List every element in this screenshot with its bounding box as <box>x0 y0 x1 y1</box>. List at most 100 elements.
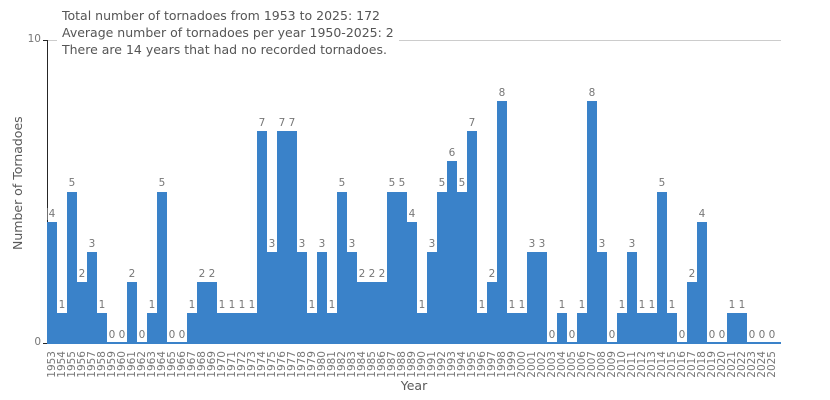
bar-value-label: 3 <box>527 238 537 251</box>
bar-value-label: 2 <box>77 268 87 281</box>
bar-2007 <box>587 100 597 343</box>
bar-2001 <box>527 252 537 343</box>
annotation-zero-years: There are 14 years that had no recorded … <box>62 42 387 57</box>
bar-1955 <box>67 191 77 343</box>
bar-value-label: 5 <box>397 177 407 190</box>
bar-1978 <box>297 252 307 343</box>
bar-1988 <box>397 191 407 343</box>
bar-value-label: 1 <box>647 298 657 311</box>
bar-1981 <box>327 312 337 343</box>
bar-value-label: 0 <box>547 328 557 341</box>
bar-1958 <box>97 312 107 343</box>
bar-1953 <box>47 221 57 343</box>
bar-value-label: 2 <box>487 268 497 281</box>
bar-1954 <box>57 312 67 343</box>
bar-value-label: 8 <box>497 86 507 99</box>
bar-1956 <box>77 282 87 343</box>
y-tick-mark <box>43 343 47 344</box>
y-tick-label: 0 <box>34 336 41 348</box>
bar-1969 <box>207 282 217 343</box>
bar-value-label: 2 <box>127 268 137 281</box>
bar-value-label: 1 <box>727 298 737 311</box>
bar-1964 <box>157 191 167 343</box>
bar-value-label: 0 <box>767 328 777 341</box>
bar-value-label: 2 <box>357 268 367 281</box>
bar-value-label: 7 <box>287 116 297 129</box>
bar-2015 <box>667 312 677 343</box>
bar-value-label: 1 <box>667 298 677 311</box>
bar-value-label: 0 <box>107 328 117 341</box>
bar-value-label: 3 <box>597 238 607 251</box>
bar-1990 <box>417 312 427 343</box>
plot-area: 4 1953 1 1954 5 1955 2 1956 3 1957 1 1958 0 1959 0 1960… <box>46 40 781 378</box>
bar-value-label: 0 <box>607 328 617 341</box>
bar-value-label: 3 <box>347 238 357 251</box>
bar-1998 <box>497 100 507 343</box>
bar-value-label: 3 <box>267 238 277 251</box>
bar-2006 <box>577 312 587 343</box>
bar-value-label: 1 <box>57 298 67 311</box>
y-axis-spine <box>47 40 48 343</box>
bar-1971 <box>227 312 237 343</box>
bar-value-label: 5 <box>387 177 397 190</box>
bar-1996 <box>477 312 487 343</box>
x-axis-title: Year <box>400 378 428 393</box>
bar-value-label: 1 <box>577 298 587 311</box>
bar-1989 <box>407 221 417 343</box>
top-gridline <box>47 40 781 41</box>
bar-2017 <box>687 282 697 343</box>
bar-value-label: 4 <box>47 207 57 220</box>
bar-1974 <box>257 130 267 343</box>
bar-value-label: 2 <box>367 268 377 281</box>
annotation-total: Total number of tornadoes from 1953 to 2… <box>62 8 380 23</box>
bar-value-label: 0 <box>757 328 767 341</box>
bar-value-label: 3 <box>427 238 437 251</box>
bar-2008 <box>597 252 607 343</box>
bar-value-label: 1 <box>227 298 237 311</box>
bar-1982 <box>337 191 347 343</box>
bar-2018 <box>697 221 707 343</box>
bar-value-label: 0 <box>747 328 757 341</box>
bar-value-label: 1 <box>417 298 427 311</box>
bar-2014 <box>657 191 667 343</box>
bar-1979 <box>307 312 317 343</box>
bar-value-label: 1 <box>187 298 197 311</box>
bar-value-label: 0 <box>177 328 187 341</box>
bar-1977 <box>287 130 297 343</box>
bar-value-label: 5 <box>457 177 467 190</box>
bar-1957 <box>87 252 97 343</box>
bar-2012 <box>637 312 647 343</box>
bar-1993 <box>447 161 457 343</box>
annotation-average: Average number of tornadoes per year 195… <box>62 25 394 40</box>
bar-value-label: 3 <box>87 238 97 251</box>
chart-annotations: Total number of tornadoes from 1953 to 2… <box>57 5 399 60</box>
bar-value-label: 1 <box>307 298 317 311</box>
bar-value-label: 8 <box>587 86 597 99</box>
bar-1968 <box>197 282 207 343</box>
bar-2011 <box>627 252 637 343</box>
bar-1980 <box>317 252 327 343</box>
bar-2004 <box>557 312 567 343</box>
bar-value-label: 0 <box>707 328 717 341</box>
bar-2013 <box>647 312 657 343</box>
bar-value-label: 5 <box>337 177 347 190</box>
bar-1970 <box>217 312 227 343</box>
bar-1973 <box>247 312 257 343</box>
bar-value-label: 0 <box>117 328 127 341</box>
y-tick-label: 10 <box>27 33 41 45</box>
bar-value-label: 0 <box>567 328 577 341</box>
bar-value-label: 3 <box>297 238 307 251</box>
bar-value-label: 2 <box>687 268 697 281</box>
bar-2000 <box>517 312 527 343</box>
bar-value-label: 1 <box>217 298 227 311</box>
bar-value-label: 1 <box>237 298 247 311</box>
bar-1975 <box>267 252 277 343</box>
bar-value-label: 5 <box>657 177 667 190</box>
bar-1991 <box>427 252 437 343</box>
x-tick-label: 2025 <box>765 351 778 378</box>
y-axis-title: Number of Tornadoes <box>10 116 25 250</box>
bar-value-label: 0 <box>677 328 687 341</box>
bar-value-label: 1 <box>147 298 157 311</box>
bar-value-label: 1 <box>477 298 487 311</box>
